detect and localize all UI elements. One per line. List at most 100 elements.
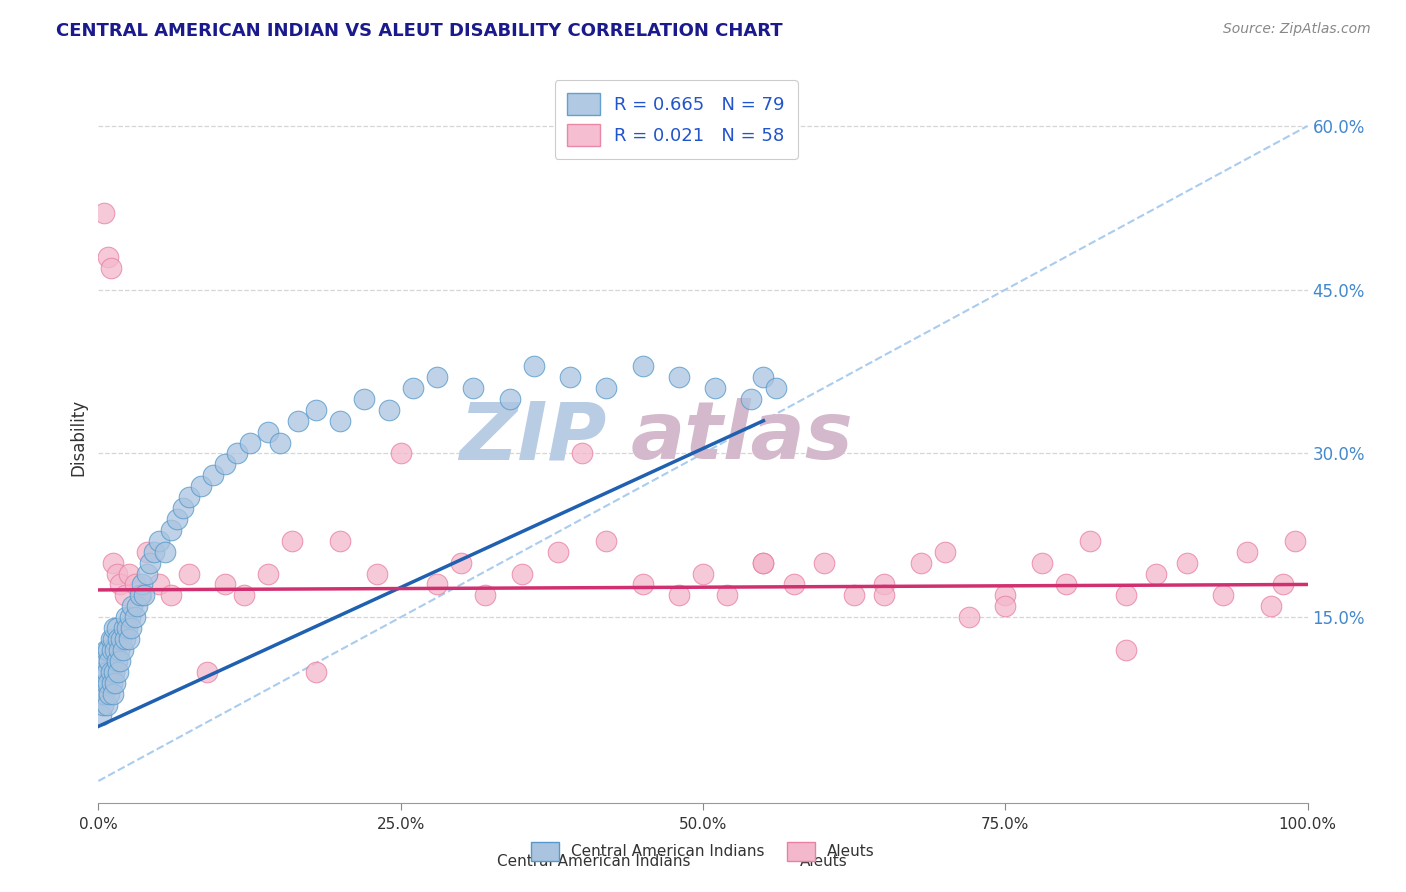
Point (239, 435, 262, 450)
Point (179, 490, 201, 504)
Point (474, 588, 496, 602)
Point (179, 566, 201, 581)
Point (103, 665, 125, 679)
Point (305, 402, 328, 417)
Point (716, 588, 738, 602)
Point (934, 545, 956, 559)
Point (752, 556, 775, 570)
Point (1078, 533, 1101, 548)
Point (98, 687, 121, 701)
Point (134, 588, 156, 602)
Point (105, 621, 128, 635)
Point (91, 665, 114, 679)
Point (101, 556, 124, 570)
Point (558, 370, 581, 384)
Point (523, 359, 546, 373)
Point (131, 577, 153, 591)
Point (329, 533, 352, 548)
Point (353, 392, 375, 406)
Point (172, 501, 194, 516)
Point (153, 545, 176, 559)
Point (97, 250, 120, 264)
Point (118, 566, 141, 581)
Point (202, 468, 225, 483)
Point (994, 599, 1017, 614)
Point (124, 577, 146, 591)
Point (256, 425, 278, 439)
Point (269, 435, 291, 450)
Point (103, 621, 125, 635)
Text: atlas: atlas (630, 398, 853, 476)
Text: ZIP: ZIP (458, 398, 606, 476)
Point (100, 675, 122, 690)
Point (214, 458, 236, 472)
Point (128, 588, 150, 602)
Point (232, 588, 254, 602)
Point (389, 446, 412, 460)
Point (98, 654, 121, 668)
Point (135, 566, 157, 581)
Point (97, 675, 120, 690)
Point (1272, 577, 1295, 591)
Point (305, 665, 328, 679)
Point (104, 675, 127, 690)
Point (129, 588, 152, 602)
Point (91, 687, 114, 701)
Point (160, 523, 183, 537)
Text: Central American Indians: Central American Indians (498, 854, 690, 869)
Point (94, 675, 117, 690)
Point (752, 370, 775, 384)
Point (1146, 566, 1168, 581)
Point (1260, 599, 1282, 614)
Point (114, 588, 136, 602)
Point (190, 479, 212, 493)
Point (93, 687, 115, 701)
Point (873, 577, 896, 591)
Point (994, 588, 1017, 602)
Point (692, 566, 714, 581)
Point (148, 533, 170, 548)
Point (450, 556, 472, 570)
Point (631, 577, 654, 591)
Point (1054, 577, 1077, 591)
Point (463, 381, 485, 395)
Point (1115, 588, 1137, 602)
Point (498, 392, 520, 406)
Point (135, 545, 157, 559)
Point (844, 588, 866, 602)
Point (1284, 533, 1306, 548)
Text: Source: ZipAtlas.com: Source: ZipAtlas.com (1223, 22, 1371, 37)
Point (120, 621, 142, 635)
Point (104, 643, 127, 657)
Point (100, 632, 122, 646)
Point (107, 665, 129, 679)
Point (214, 577, 236, 591)
Point (226, 446, 249, 460)
Point (595, 381, 617, 395)
Point (139, 556, 162, 570)
Text: CENTRAL AMERICAN INDIAN VS ALEUT DISABILITY CORRELATION CHART: CENTRAL AMERICAN INDIAN VS ALEUT DISABIL… (56, 22, 783, 40)
Point (166, 512, 188, 526)
Point (148, 577, 170, 591)
Point (115, 610, 138, 624)
Point (124, 610, 146, 624)
Point (287, 414, 309, 428)
Point (117, 621, 139, 635)
Point (105, 654, 128, 668)
Point (595, 533, 617, 548)
Point (1212, 588, 1234, 602)
Point (510, 566, 533, 581)
Point (118, 632, 141, 646)
Point (94, 643, 117, 657)
Point (782, 577, 804, 591)
Point (571, 446, 593, 460)
Point (668, 588, 690, 602)
Point (752, 556, 775, 570)
Point (112, 621, 135, 635)
Point (704, 381, 727, 395)
Point (256, 566, 278, 581)
Point (93, 654, 115, 668)
Point (377, 402, 399, 417)
Point (631, 359, 654, 373)
Point (108, 577, 131, 591)
